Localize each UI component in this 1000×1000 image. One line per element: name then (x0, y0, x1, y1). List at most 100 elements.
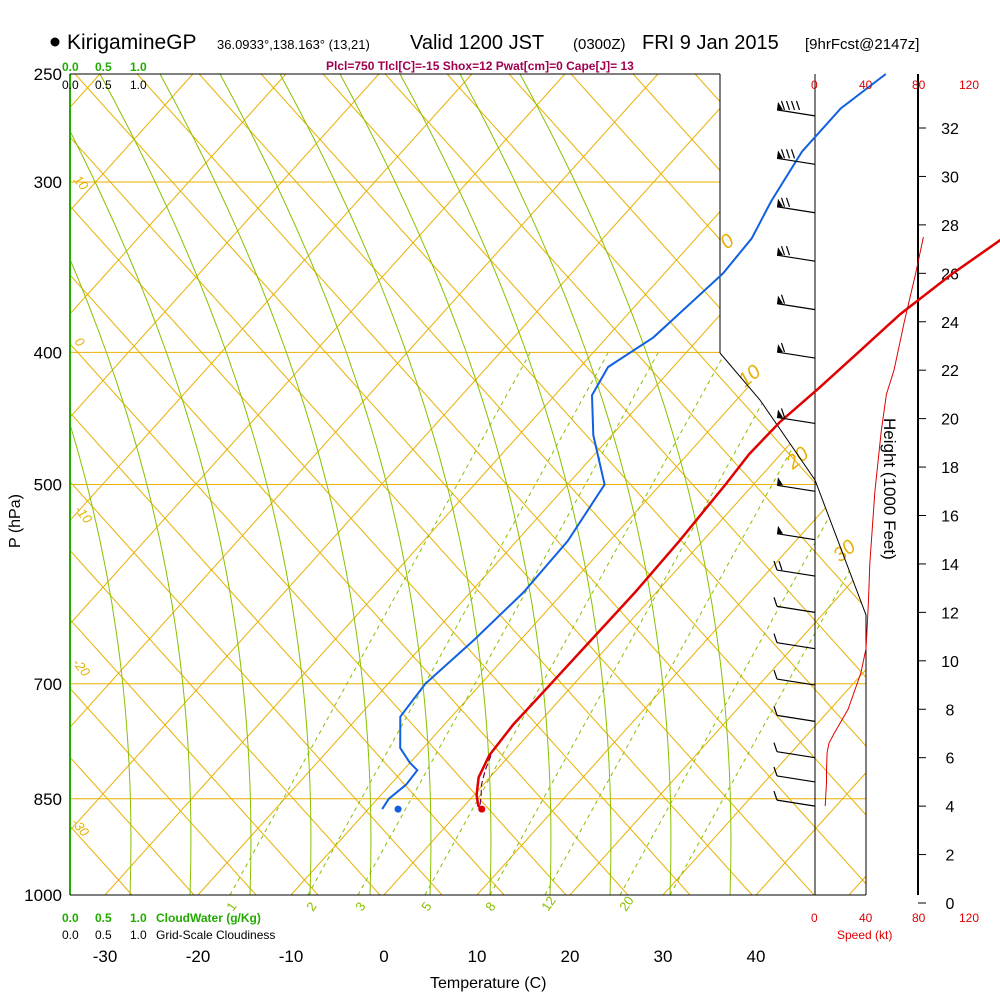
wind-barb-feather (780, 149, 786, 159)
speed-scale-top-1: 40 (859, 78, 873, 92)
wind-barb-flag (777, 477, 783, 486)
dewpoint-profile-line (381, 73, 887, 810)
pressure-tick-label: 850 (34, 790, 62, 809)
wind-barb-staff (776, 254, 816, 262)
cover-scale-top-0: 0.0 (62, 78, 79, 92)
station-dot-icon (50, 37, 60, 47)
moist-adiabat-line (519, 74, 732, 895)
wind-barb-feather (785, 246, 791, 256)
isotherm-line (569, 74, 866, 895)
temperature-profile-line (475, 238, 1000, 810)
dry-adiabat-line (70, 74, 381, 895)
temperature-tick-label: -10 (279, 947, 304, 966)
station-name: KirigamineGP (67, 31, 197, 54)
isotherm-label: 0 (716, 230, 739, 254)
wind-barb-feather (778, 560, 783, 571)
valid-utc: (0300Z) (573, 36, 626, 53)
forecast-info: [9hrFcst@2147z] (805, 36, 919, 53)
cloud-scale-bottom-0: 0.0 (62, 911, 79, 925)
isotherm-line (0, 74, 7, 895)
wind-barb-staff (776, 416, 816, 425)
wind-barb-feather (780, 100, 786, 111)
isotherm-line (942, 74, 1000, 895)
top-scales: 0.0 0.5 1.0 0.0 0.5 1.0 0 40 80 120 (62, 60, 979, 92)
cloud-water-label: CloudWater (g/Kg) (156, 911, 261, 925)
wind-barb-flag (777, 525, 783, 534)
dry-adiabat-line (70, 74, 691, 895)
height-tick-label: 16 (941, 509, 959, 526)
pressure-tick-label: 300 (34, 173, 62, 192)
dry-adiabat-line (0, 0, 8, 895)
dry-adiabat-line (70, 74, 133, 895)
mixing-ratio-label: 12 (538, 893, 559, 913)
wind-barb-staff (776, 303, 816, 311)
chart-grid: 1 2 3 5 8 12 200102030100-10-20-30250300400500… (0, 0, 1000, 966)
wind-barb-staff (776, 799, 816, 807)
wind-barb-feather (773, 706, 778, 716)
dry-adiabat-line (70, 74, 629, 895)
speed-scale-top-3: 120 (959, 78, 979, 92)
wind-barb-staff (776, 569, 816, 577)
moist-adiabat-line (219, 74, 432, 895)
isotherm-line (70, 74, 566, 895)
temperature-tick-label: -20 (186, 947, 211, 966)
valid-time: Valid 1200 JST (410, 32, 544, 54)
dry-adiabat-line (70, 74, 71, 895)
height-tick-label: 10 (941, 654, 959, 671)
height-tick-label: 4 (946, 799, 955, 816)
pressure-tick-label: 250 (34, 65, 62, 84)
wind-barb-feather (795, 100, 801, 111)
wind-barb-flag (777, 198, 783, 207)
mixing-ratio-line (307, 352, 609, 895)
temperature-tick-label: 30 (654, 947, 673, 966)
mixing-ratio-label: 8 (482, 899, 498, 914)
wind-barb-feather (780, 342, 786, 353)
isotherm-line (290, 74, 866, 895)
wind-barb-flag (777, 295, 783, 304)
tropopause-shape (719, 352, 867, 895)
height-tick-label: 2 (946, 848, 955, 865)
dry-adiabat-line (70, 74, 567, 895)
height-tick-label: 30 (941, 169, 959, 186)
temperature-tick-label: 10 (468, 947, 487, 966)
pressure-tick-label: 700 (34, 675, 62, 694)
mixing-ratio-line (619, 352, 866, 895)
wind-barb-feather (780, 197, 786, 207)
station-coords: 36.0933°,138.163° (13,21) (217, 37, 370, 52)
height-tick-label: 24 (941, 315, 959, 332)
cloud-scale-bottom-2: 1.0 (130, 911, 147, 925)
moist-adiabat-line (279, 74, 492, 895)
wind-barb-feather (773, 766, 778, 777)
moist-adiabat-line (99, 74, 312, 895)
wind-barb-feather (773, 560, 778, 571)
wind-barb-feather (780, 294, 786, 304)
moist-adiabat-line (70, 74, 252, 895)
isotherm-line (70, 74, 752, 895)
dry-adiabat-line (70, 74, 319, 895)
height-axis-label: Height (1000 Feet) (880, 418, 899, 560)
dry-adiabat-line (70, 74, 505, 895)
dry-adiabat-line (968, 0, 1000, 895)
dry-adiabat-line (70, 74, 257, 895)
wind-barb-feather (773, 633, 778, 643)
moist-adiabat-line (459, 74, 672, 895)
isotherm-label: 30 (829, 536, 860, 567)
cloud-scale-top-0: 0.0 (62, 60, 79, 74)
wind-barb-feather (773, 597, 778, 607)
wind-barb-flag (777, 150, 783, 159)
wind-barb-flag (777, 409, 783, 418)
wind-barb-staff (776, 533, 816, 541)
wind-barb-feather (773, 790, 778, 801)
wind-barb-feather (785, 197, 791, 207)
wind-barb-flag (777, 344, 783, 353)
speed-scale-bottom-2: 80 (912, 911, 926, 925)
height-tick-label: 14 (941, 557, 959, 574)
speed-scale-bottom-0: 0 (811, 911, 818, 925)
isotherm-line (662, 74, 866, 895)
height-tick-label: 8 (946, 702, 955, 719)
cover-scale-bottom-0: 0.0 (62, 928, 79, 942)
bottom-scales: 0.0 0.5 1.0 CloudWater (g/Kg) 0.0 0.5 1.… (62, 911, 979, 942)
cloud-scale-top-2: 1.0 (130, 60, 147, 74)
wind-barb-staff (776, 484, 816, 492)
